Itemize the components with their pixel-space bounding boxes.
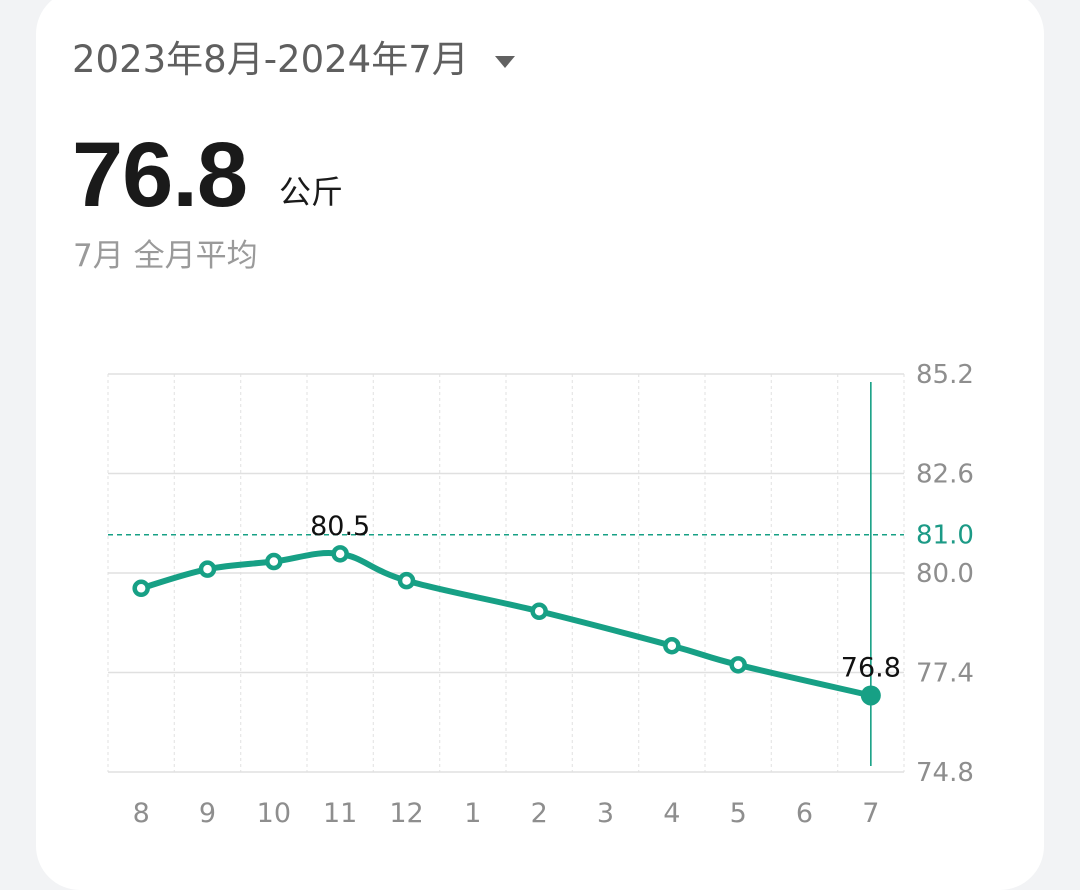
data-line (138, 550, 874, 699)
weight-card (36, 0, 1044, 890)
y-tick-label: 74.8 (916, 758, 974, 788)
point-value-label: 76.8 (841, 652, 901, 683)
x-tick-month[interactable]: 8 (133, 798, 150, 829)
y-tick-label: 82.6 (916, 460, 974, 490)
x-tick-month[interactable]: 2 (531, 798, 548, 829)
x-axis-ticks[interactable]: 8 9 10 11 12 1 2 3 4 5 6 7 (133, 798, 880, 829)
point-labels: 80.5 76.8 (310, 511, 901, 684)
weight-trend-line (138, 550, 874, 699)
x-tick-month[interactable]: 3 (597, 798, 614, 829)
weight-trend-chart[interactable]: 81.0 80.5 76.8 85.2 82.6 80.0 77.4 74.8 8 9 10 1… (0, 0, 1080, 854)
data-point[interactable] (729, 656, 747, 674)
data-point[interactable] (530, 602, 548, 621)
x-tick-month[interactable]: 6 (796, 798, 813, 829)
data-points[interactable] (132, 545, 881, 706)
date-range-label: 2023年8月-2024年7月 (72, 38, 469, 81)
target-value-label: 81.0 (916, 521, 974, 551)
x-tick-month[interactable]: 5 (730, 798, 747, 829)
data-point[interactable] (331, 545, 349, 563)
point-value-label: 80.5 (310, 511, 370, 542)
weight-unit: 公斤 (279, 173, 344, 211)
x-tick-month[interactable]: 10 (257, 798, 291, 829)
y-tick-label: 80.0 (916, 559, 974, 589)
x-tick-month[interactable]: 7 (862, 798, 879, 829)
selected-data-point[interactable] (860, 685, 881, 706)
y-tick-label: 77.4 (916, 659, 974, 689)
y-tick-label: 85.2 (916, 360, 974, 390)
target-line: 81.0 (108, 521, 974, 551)
x-tick-month[interactable]: 1 (464, 798, 481, 829)
date-range-dropdown[interactable]: 2023年8月-2024年7月 (72, 32, 515, 88)
data-point[interactable] (397, 571, 416, 590)
x-tick-month[interactable]: 9 (199, 798, 216, 829)
x-tick-month[interactable]: 4 (663, 798, 680, 829)
x-tick-month[interactable]: 12 (389, 798, 423, 829)
y-axis-ticks: 85.2 82.6 80.0 77.4 74.8 (916, 360, 974, 788)
average-weight-value: 76.8 (72, 124, 248, 226)
data-point[interactable] (198, 560, 217, 578)
period-caption: 7月 全月平均 (73, 238, 258, 274)
data-point[interactable] (132, 579, 150, 598)
caret-down-icon[interactable] (494, 56, 515, 68)
x-tick-month[interactable]: 11 (323, 798, 357, 829)
data-point[interactable] (265, 552, 283, 571)
data-point[interactable] (663, 636, 681, 655)
